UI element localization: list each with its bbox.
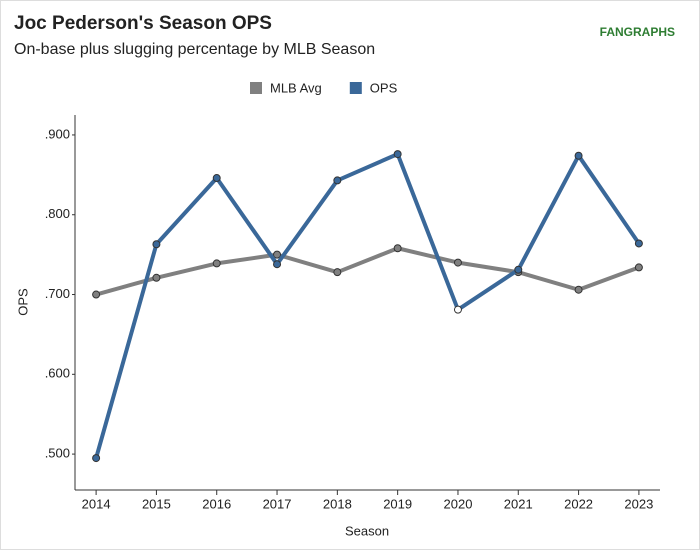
x-tick-label: 2021 bbox=[504, 496, 533, 511]
x-tick-label: 2017 bbox=[263, 496, 292, 511]
point bbox=[333, 176, 342, 185]
x-tick-label: 2020 bbox=[444, 496, 473, 511]
x-tick-label: 2023 bbox=[624, 496, 653, 511]
point bbox=[152, 273, 161, 282]
point bbox=[514, 265, 523, 274]
x-tick-label: 2022 bbox=[564, 496, 593, 511]
point bbox=[453, 305, 462, 314]
point bbox=[393, 150, 402, 159]
point bbox=[634, 239, 643, 248]
x-tick-label: 2014 bbox=[82, 496, 111, 511]
series-line bbox=[94, 152, 641, 459]
y-axis-label: OPS bbox=[15, 288, 30, 316]
x-axis-label: Season bbox=[345, 523, 389, 538]
y-tick-label: .600 bbox=[45, 366, 70, 381]
legend-label: OPS bbox=[370, 80, 398, 95]
logo: FANGRAPHS bbox=[600, 25, 675, 39]
x-tick-label: 2019 bbox=[383, 496, 412, 511]
chart-title: Joc Pederson's Season OPS bbox=[14, 13, 272, 34]
point bbox=[393, 244, 402, 253]
chart-subtitle: On-base plus slugging percentage by MLB … bbox=[14, 41, 375, 58]
legend-swatch bbox=[349, 82, 362, 94]
x-tick-label: 2015 bbox=[142, 496, 171, 511]
point bbox=[634, 263, 643, 272]
point bbox=[333, 268, 342, 277]
y-tick-label: .700 bbox=[45, 286, 70, 301]
legend-swatch bbox=[250, 82, 262, 94]
point bbox=[273, 250, 282, 259]
point bbox=[92, 454, 101, 463]
point bbox=[574, 285, 583, 294]
point bbox=[92, 290, 101, 299]
point bbox=[273, 260, 282, 269]
legend-label: MLB Avg bbox=[270, 80, 322, 95]
x-tick-label: 2018 bbox=[323, 496, 352, 511]
point bbox=[453, 258, 462, 267]
y-tick-label: .500 bbox=[45, 446, 70, 461]
series-line bbox=[95, 246, 640, 297]
y-tick-label: .900 bbox=[45, 126, 70, 141]
point bbox=[574, 151, 583, 160]
point bbox=[212, 174, 221, 183]
y-tick-label: .800 bbox=[45, 206, 70, 221]
x-tick-label: 2016 bbox=[202, 496, 231, 511]
point bbox=[212, 259, 221, 268]
point bbox=[152, 240, 161, 249]
